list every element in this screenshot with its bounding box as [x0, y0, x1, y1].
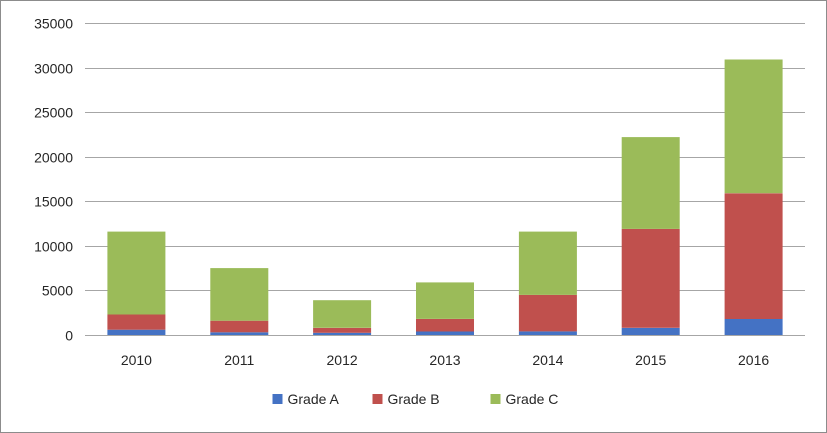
y-tick-label: 0 — [65, 328, 73, 344]
bar-segment-grade-c-2015 — [621, 137, 680, 229]
bar-segment-grade-a-2015 — [621, 327, 680, 335]
x-tick-label: 2010 — [121, 352, 152, 368]
x-tick-label: 2011 — [224, 352, 254, 368]
bar-segment-grade-b-2010 — [107, 314, 166, 330]
legend-label: Grade A — [288, 391, 340, 407]
legend-label: Grade C — [506, 391, 559, 407]
y-tick-label: 5000 — [42, 283, 73, 299]
bar-segment-grade-c-2014 — [518, 231, 577, 295]
legend-swatch — [272, 394, 283, 404]
bar-segment-grade-c-2010 — [107, 231, 166, 315]
x-tick-label: 2012 — [327, 352, 358, 368]
bar-segment-grade-a-2014 — [518, 331, 577, 335]
bar-segment-grade-b-2011 — [210, 320, 269, 333]
y-tick-label: 25000 — [34, 105, 73, 121]
bar-segment-grade-b-2015 — [621, 228, 680, 328]
y-tick-label: 20000 — [34, 150, 73, 166]
bars — [107, 59, 783, 335]
y-tick-label: 10000 — [34, 239, 73, 255]
legend-label: Grade B — [388, 391, 440, 407]
bar-segment-grade-b-2012 — [313, 327, 372, 333]
legend-swatch — [490, 394, 501, 404]
legend-swatch — [372, 394, 383, 404]
bar-segment-grade-a-2013 — [416, 331, 474, 335]
y-tick-label: 35000 — [34, 16, 73, 32]
tick-labels: 0 5000 10000 15000 20000 25000 30000 35000 2010 2… — [34, 16, 769, 369]
bar-segment-grade-c-2013 — [416, 282, 474, 319]
bar-segment-grade-a-2012 — [313, 332, 372, 335]
x-tick-label: 2014 — [532, 352, 563, 368]
bar-segment-grade-b-2016 — [724, 193, 783, 319]
bar-segment-grade-b-2014 — [518, 294, 577, 332]
y-tick-label: 30000 — [34, 61, 73, 77]
bar-segment-grade-c-2011 — [210, 268, 269, 321]
bar-segment-grade-c-2012 — [313, 300, 372, 328]
y-tick-label: 15000 — [34, 194, 73, 210]
gridlines — [85, 23, 805, 291]
legend-item-grade-b: Grade B — [372, 391, 440, 407]
bar-segment-grade-c-2016 — [724, 59, 783, 194]
bar-segment-grade-b-2013 — [416, 319, 474, 332]
bar-segment-grade-a-2010 — [107, 329, 166, 335]
bar-segment-grade-a-2011 — [210, 332, 269, 335]
x-tick-label: 2013 — [429, 352, 460, 368]
legend-item-grade-c: Grade C — [490, 391, 559, 407]
x-tick-label: 2015 — [635, 352, 666, 368]
legend-item-grade-a: Grade A — [272, 391, 340, 407]
bar-segment-grade-a-2016 — [724, 319, 783, 335]
x-tick-label: 2016 — [738, 352, 769, 368]
legend: Grade A Grade B Grade C — [272, 391, 559, 407]
